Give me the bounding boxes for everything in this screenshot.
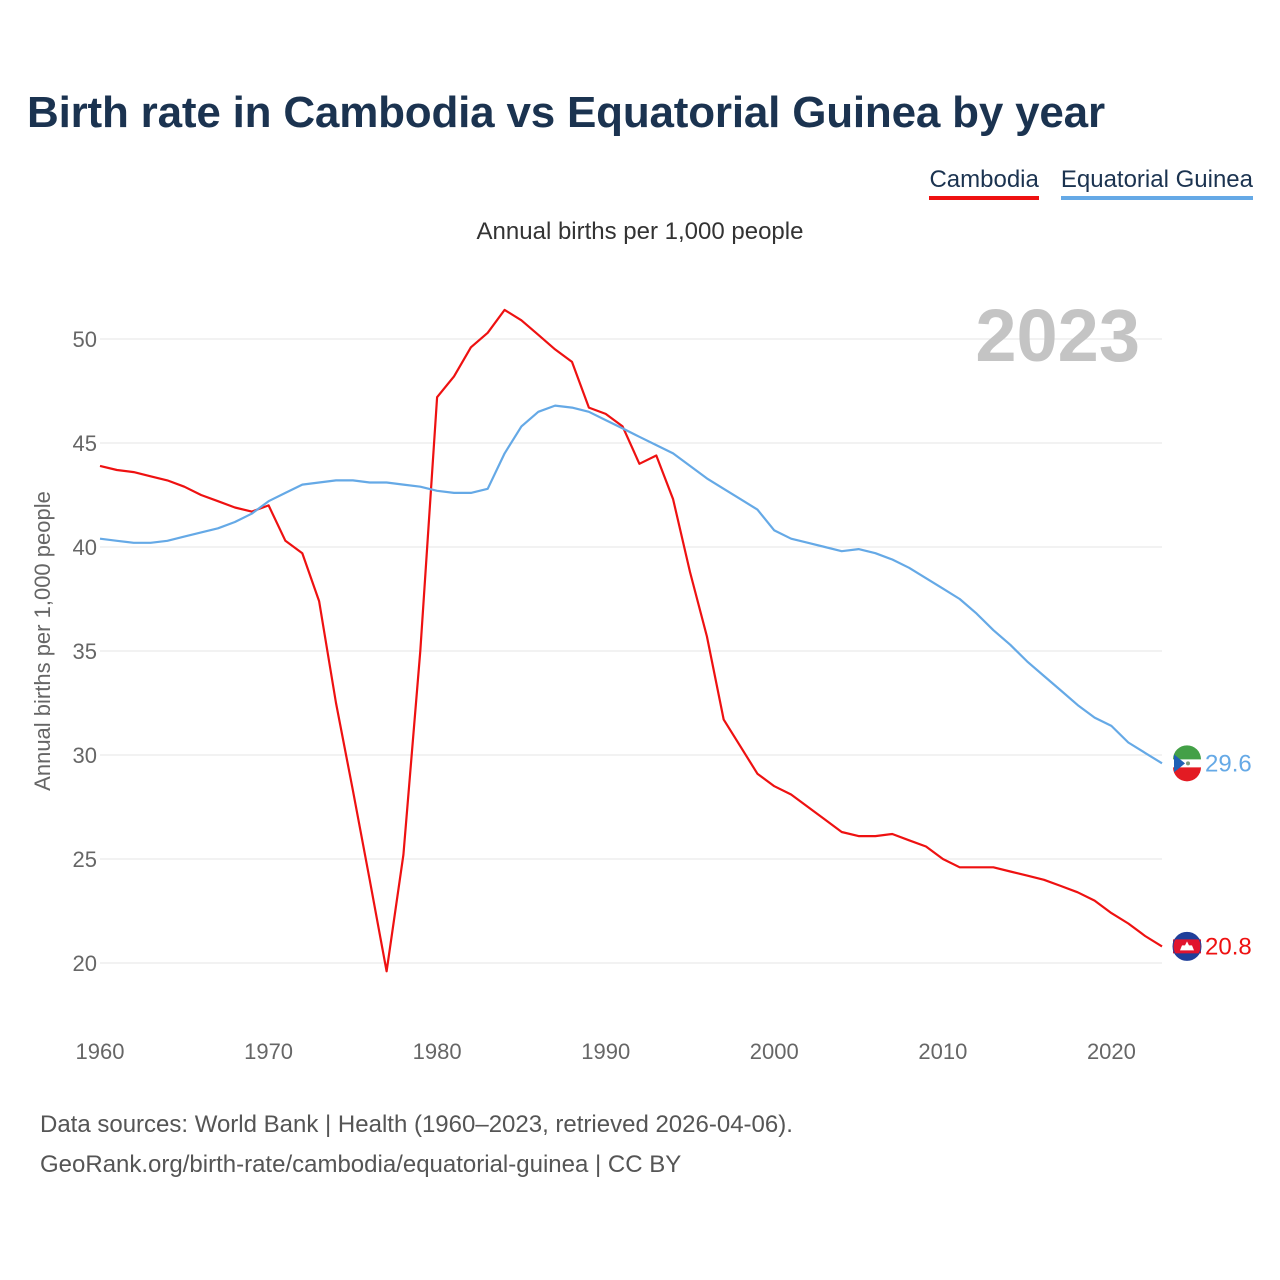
y-tick-label: 40 [73,535,97,560]
x-tick-label: 2020 [1087,1039,1136,1064]
y-tick-label: 35 [73,639,97,664]
y-tick-label: 30 [73,743,97,768]
x-tick-label: 1960 [76,1039,125,1064]
x-tick-label: 1970 [244,1039,293,1064]
series-lines [99,308,1163,973]
y-tick-label: 20 [73,951,97,976]
x-tick-label: 1990 [581,1039,630,1064]
y-tick-label: 25 [73,847,97,872]
end-value-label: 29.6 [1205,750,1252,777]
y-tick-label: 45 [73,431,97,456]
line-chart: 20 25 30 35 40 45 50 1960 1970 1980 1990 2000 2010 2… [30,294,1252,1064]
year-label: 2023 [975,294,1140,377]
end-value-label: 20.8 [1205,933,1252,960]
legend: Cambodia Equatorial Guinea [929,166,1253,200]
y-tick-label: 50 [73,327,97,352]
legend-item-cambodia[interactable]: Cambodia [929,166,1039,200]
legend-item-equatorial-guinea[interactable]: Equatorial Guinea [1060,166,1253,200]
x-tick-label: 2010 [918,1039,967,1064]
flag-icon-cambodia [1172,931,1202,961]
x-tick-label: 2000 [750,1039,799,1064]
source-line-2: GeoRank.org/birth-rate/cambodia/equatori… [40,1151,682,1178]
chart-subtitle: Annual births per 1,000 people [476,218,804,245]
series-line-equatorial-guinea [99,404,1163,765]
source-note: Data sources: World Bank | Health (1960–… [40,1105,793,1185]
x-axis-ticks: 1960 1970 1980 1990 2000 2010 2020 [76,1039,1136,1064]
y-axis-ticks: 20 25 30 35 40 45 50 [73,327,97,976]
source-line-1: Data sources: World Bank | Health (1960–… [40,1111,793,1138]
series-end-markers: 20.8 29.6 [1172,745,1252,961]
x-tick-label: 1980 [413,1039,462,1064]
chart-title: Birth rate in Cambodia vs Equatorial Gui… [27,88,1105,137]
y-axis-label: Annual births per 1,000 people [30,491,55,791]
flag-icon-equatorial-guinea [1173,745,1201,782]
series-line-cambodia [99,308,1163,973]
